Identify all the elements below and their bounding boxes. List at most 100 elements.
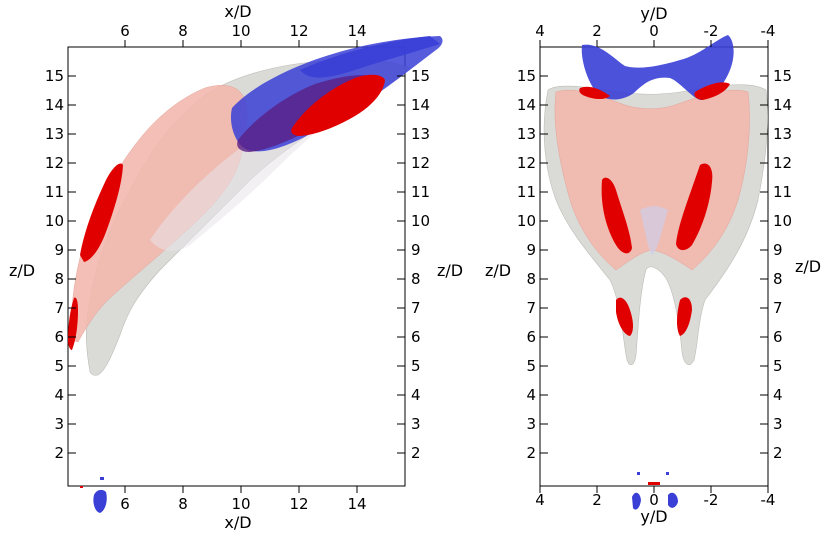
right-zr-tick-label: 9 (773, 241, 783, 259)
left-zr-tick-label: 13 (411, 125, 430, 143)
right-bottom-tick-label: 2 (592, 491, 602, 509)
left-bottom-tick-label: 8 (178, 495, 188, 513)
left-bottom-tick-label: 10 (231, 495, 250, 513)
left-blue-speck (100, 477, 104, 480)
right-z-tick-label: 10 (517, 212, 536, 230)
left-bottom-axis: 6 8 10 12 14 x/D (120, 486, 367, 532)
right-red-isosurface-mid-left (601, 177, 632, 254)
right-isosurfaces (543, 35, 768, 510)
right-red-isosurface-low-right (677, 297, 692, 336)
right-zr-tick-label: 10 (773, 212, 792, 230)
left-bottom-tick-label: 12 (289, 495, 308, 513)
right-z-tick-label: 2 (526, 444, 536, 462)
right-red-isosurface-mid-right (676, 163, 713, 251)
left-top-tick-label: 14 (347, 22, 366, 40)
right-bottom-tick-label: -4 (761, 491, 776, 509)
right-zr-tick-label: 4 (773, 386, 783, 404)
right-right-axis-title: z/D (795, 257, 821, 276)
right-zr-tick-label: 5 (773, 357, 783, 375)
left-z-tick-label: 3 (54, 415, 64, 433)
right-zr-tick-label: 15 (773, 67, 792, 85)
left-zr-tick-label: 8 (411, 270, 421, 288)
left-z-tick-label: 8 (54, 270, 64, 288)
right-z-tick-label: 6 (526, 328, 536, 346)
right-left-axis: 15 14 13 12 11 10 9 8 7 6 5 4 3 2 z/D (485, 67, 548, 462)
right-bottom-tick-label: 0 (649, 491, 659, 509)
left-blue-blob-bottom (93, 489, 107, 513)
right-zr-tick-label: 7 (773, 299, 783, 317)
right-top-tick-label: 2 (592, 22, 602, 40)
left-top-axis-title: x/D (224, 2, 251, 21)
left-top-tick-label: 8 (178, 22, 188, 40)
left-zr-tick-label: 3 (411, 415, 421, 433)
right-bottom-axis-title: y/D (640, 507, 667, 526)
right-right-axis: 15 14 13 12 11 10 9 8 7 6 5 4 3 2 z/D (760, 67, 821, 462)
right-blue-isosurface (581, 35, 734, 100)
right-left-axis-title: z/D (485, 261, 511, 280)
right-z-tick-label: 12 (517, 154, 536, 172)
right-center-isosurface (640, 206, 668, 255)
left-panel: 6 8 10 12 14 x/D 6 8 10 12 14 x/D (9, 2, 463, 532)
left-z-tick-label: 7 (54, 299, 64, 317)
right-zr-tick-label: 14 (773, 96, 792, 114)
right-red-isosurface-top-right (694, 82, 730, 100)
left-zr-tick-label: 10 (411, 212, 430, 230)
left-zr-tick-label: 14 (411, 96, 430, 114)
left-zr-tick-label: 15 (411, 67, 430, 85)
right-blue-speck-b (666, 472, 669, 475)
right-red-isosurface-low-left (616, 297, 633, 336)
right-blue-blob-right (668, 492, 678, 508)
right-blue-blob-left (632, 492, 641, 510)
right-z-tick-label: 13 (517, 125, 536, 143)
right-z-tick-label: 5 (526, 357, 536, 375)
left-zr-tick-label: 9 (411, 241, 421, 259)
left-zr-tick-label: 12 (411, 154, 430, 172)
left-bottom-tick-label: 6 (120, 495, 130, 513)
left-z-tick-label: 5 (54, 357, 64, 375)
left-bottom-axis-title: x/D (224, 513, 251, 532)
left-plot-frame (67, 46, 406, 487)
right-z-tick-label: 15 (517, 67, 536, 85)
right-red-speck (648, 482, 660, 485)
right-panel: 4 2 0 -2 -4 y/D 4 2 0 -2 -4 y/D (485, 4, 821, 526)
right-z-tick-label: 7 (526, 299, 536, 317)
right-bottom-axis: 4 2 0 -2 -4 y/D (535, 486, 775, 526)
left-left-axis: 15 14 13 12 11 10 9 8 7 6 5 4 3 2 z/D (9, 67, 76, 462)
right-blue-speck-a (637, 472, 640, 475)
right-z-tick-label: 9 (526, 241, 536, 259)
right-top-tick-label: -4 (761, 22, 776, 40)
right-top-tick-label: 0 (649, 22, 659, 40)
left-zr-tick-label: 4 (411, 386, 421, 404)
left-right-axis: 15 14 13 12 11 10 9 8 7 6 5 4 3 2 z/D (397, 67, 463, 462)
left-z-tick-label: 2 (54, 444, 64, 462)
right-bottom-tick-label: 4 (535, 491, 545, 509)
left-z-tick-label: 14 (45, 96, 64, 114)
right-zr-tick-label: 6 (773, 328, 783, 346)
left-zr-tick-label: 6 (411, 328, 421, 346)
right-zr-tick-label: 2 (773, 444, 783, 462)
right-top-axis-title: y/D (640, 4, 667, 23)
right-bottom-tick-label: -2 (704, 491, 719, 509)
right-zr-tick-label: 12 (773, 154, 792, 172)
left-left-axis-title: z/D (9, 261, 35, 280)
left-z-tick-label: 12 (45, 154, 64, 172)
left-zr-tick-label: 7 (411, 299, 421, 317)
left-z-tick-label: 15 (45, 67, 64, 85)
left-top-tick-label: 10 (231, 22, 250, 40)
right-zr-tick-label: 11 (773, 183, 792, 201)
left-isosurfaces (68, 36, 443, 513)
right-top-axis: 4 2 0 -2 -4 y/D (535, 4, 775, 47)
left-zr-tick-label: 5 (411, 357, 421, 375)
left-top-tick-label: 6 (120, 22, 130, 40)
left-blue-tip (300, 36, 440, 78)
right-zr-tick-label: 3 (773, 415, 783, 433)
left-red-isosurface-lower (68, 297, 78, 350)
left-red-isosurface-upper (291, 74, 385, 136)
right-z-tick-label: 3 (526, 415, 536, 433)
right-top-tick-label: -2 (704, 22, 719, 40)
left-z-tick-label: 6 (54, 328, 64, 346)
left-z-tick-label: 10 (45, 212, 64, 230)
left-zr-tick-label: 11 (411, 183, 430, 201)
left-bottom-tick-label: 14 (347, 495, 366, 513)
